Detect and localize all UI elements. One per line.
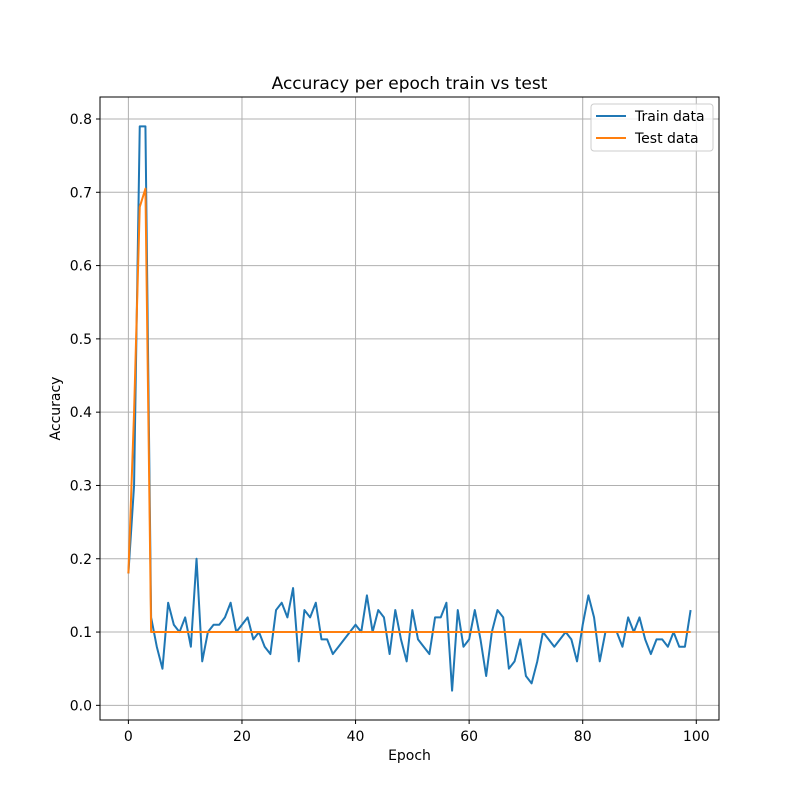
y-tick-label: 0.6 bbox=[70, 259, 92, 275]
x-axis-label: Epoch bbox=[388, 748, 431, 764]
x-tick-label: 40 bbox=[347, 729, 365, 745]
plot-frame bbox=[99, 96, 720, 721]
legend-label-test: Test data bbox=[634, 131, 699, 147]
series-line-train bbox=[127, 125, 692, 692]
series-lines bbox=[127, 125, 692, 692]
plot-area bbox=[100, 97, 719, 720]
y-tick-label: 0.1 bbox=[70, 625, 92, 641]
x-tick-label: 60 bbox=[460, 729, 478, 745]
y-tick-label: 0.8 bbox=[70, 112, 92, 128]
y-tick-label: 0.2 bbox=[70, 552, 92, 568]
x-tick-label: 20 bbox=[233, 729, 251, 745]
y-tick-label: 0.3 bbox=[70, 478, 92, 494]
x-tick-label: 80 bbox=[574, 729, 592, 745]
y-tick-label: 0.7 bbox=[70, 185, 92, 201]
x-tick-label: 0 bbox=[124, 729, 133, 745]
legend: Train data Test data bbox=[590, 103, 714, 152]
y-axis-label: Accuracy bbox=[48, 377, 64, 441]
axis-ticks: 0 20 40 60 80 100 0.0 0.1 0.2 0.3 0.4 0.5 0.6 0.7 0.8 bbox=[70, 112, 710, 745]
series-line-test bbox=[127, 187, 691, 634]
y-tick-label: 0.0 bbox=[70, 698, 92, 714]
y-tick-label: 0.4 bbox=[70, 405, 92, 421]
legend-label-train: Train data bbox=[634, 109, 705, 125]
chart-title: Accuracy per epoch train vs test bbox=[272, 74, 548, 94]
y-tick-label: 0.5 bbox=[70, 332, 92, 348]
x-tick-label: 100 bbox=[683, 729, 710, 745]
